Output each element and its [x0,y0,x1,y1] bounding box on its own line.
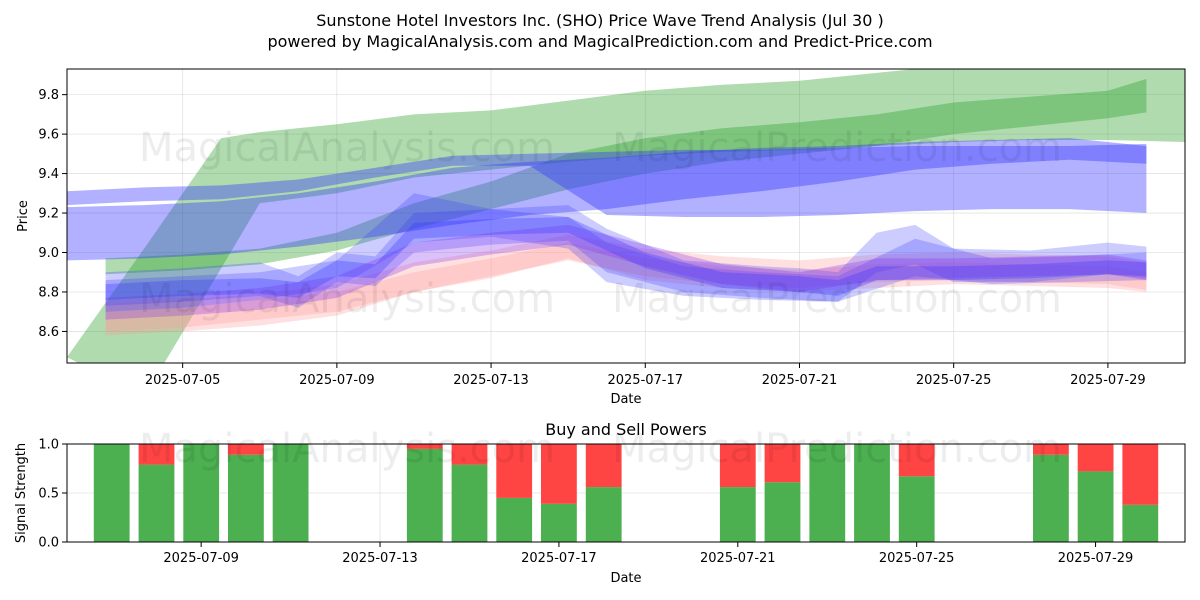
price-ytick-label: 9.6 [38,128,59,143]
buy-bar [541,503,577,542]
sell-bar [764,444,801,483]
price-ytick-label: 9.8 [38,88,59,103]
buy-bar [854,444,890,542]
signal-xtick-label: 2025-07-17 [521,551,597,566]
signal-ytick-label: 1.0 [38,438,59,453]
wave-band-green-0 [67,69,1185,363]
price-ytick-label: 9.4 [38,167,59,182]
price-ytick-label: 9.2 [38,207,59,222]
watermark-bottom-right: MagicalPrediction.com [612,426,1062,472]
signal-xtick-label: 2025-07-25 [879,551,955,566]
buy-bar [272,444,309,542]
signal-panel: Buy and Sell Powers MagicalAnalysis.com … [14,420,1186,586]
signal-xtick-label: 2025-07-13 [342,551,418,566]
buy-bar [1077,471,1114,542]
sell-bar [1077,444,1114,472]
watermark-mid-right: MagicalPrediction.com [612,276,1062,322]
wave-band-pink-4 [105,234,1147,336]
sell-bar [496,444,533,498]
wave-band-blue-7 [105,193,1147,312]
signal-ytick-label: 0.0 [38,536,59,551]
price-xtick-label: 2025-07-21 [762,373,838,388]
buy-bar [719,487,756,542]
sell-bar [898,444,935,477]
price-ytick-label: 9.0 [38,246,59,261]
chart-title-line2: powered by MagicalAnalysis.com and Magic… [267,32,932,51]
price-panel-frame [66,68,1186,364]
sell-bar [228,444,264,455]
wave-band-purple-8 [105,224,1147,320]
watermark-top-left: MagicalAnalysis.com [139,125,555,171]
sell-bar [1033,444,1069,455]
wave-band-blue-3 [67,138,1147,261]
buy-bar [93,444,130,542]
signal-xtick-label: 2025-07-09 [163,551,239,566]
price-xtick-label: 2025-07-29 [1070,373,1146,388]
watermark-bottom-left: MagicalAnalysis.com [139,426,555,472]
buy-bar [764,482,801,542]
price-xtick-label: 2025-07-09 [299,373,375,388]
watermark-mid-left: MagicalAnalysis.com [139,276,555,322]
sell-bar [406,444,443,449]
buy-bar [585,487,622,542]
price-xtick-label: 2025-07-13 [453,373,529,388]
price-panel: MagicalAnalysis.com MagicalPrediction.co… [16,68,1186,407]
buy-bar [496,497,533,542]
price-xlabel: Date [610,392,641,407]
sell-bar [1122,444,1159,505]
price-ylabel: Price [16,200,31,232]
buy-bar [898,476,935,542]
wave-band-blue-2 [67,144,1147,217]
price-ytick-label: 8.8 [38,285,59,300]
watermark-top-right: MagicalPrediction.com [612,125,1062,171]
signal-title: Buy and Sell Powers [545,420,707,439]
buy-bar [451,464,488,542]
price-xtick-label: 2025-07-05 [145,373,221,388]
price-ytick-label: 8.6 [38,325,59,340]
wave-band-green-1 [105,78,1147,275]
sell-bar [138,444,175,465]
buy-bar [138,464,175,542]
signal-xtick-label: 2025-07-21 [700,551,776,566]
buy-bar [1033,454,1069,542]
sell-bar [451,444,488,465]
buy-bar [406,448,443,542]
price-xtick-label: 2025-07-17 [607,373,683,388]
wave-band-blue-9 [105,217,1147,300]
signal-xtick-label: 2025-07-29 [1058,551,1134,566]
chart-title-line1: Sunstone Hotel Investors Inc. (SHO) Pric… [316,11,883,30]
signal-ytick-label: 0.5 [38,487,59,502]
buy-bar [809,444,846,542]
wave-band-blue-6 [105,205,1147,308]
signal-ylabel: Signal Strength [14,443,29,543]
buy-bar [228,454,264,542]
sell-bar [541,444,577,504]
sell-bar [585,444,622,488]
buy-bar [183,444,220,542]
sell-bar [719,444,756,488]
wave-band-pink-5 [105,242,1147,332]
price-xtick-label: 2025-07-25 [916,373,992,388]
buy-bar [1122,504,1159,542]
signal-xlabel: Date [610,571,641,586]
